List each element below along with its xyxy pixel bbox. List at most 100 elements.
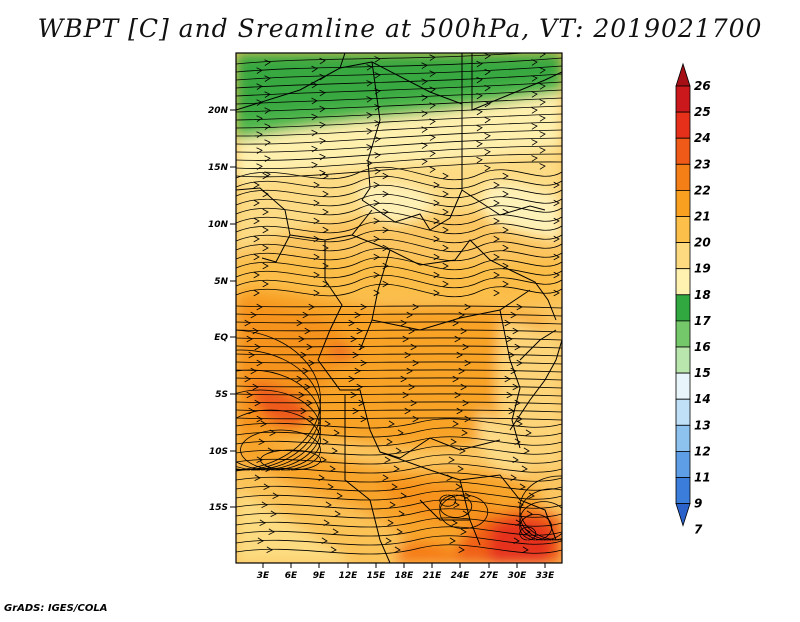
streamline-arrow (322, 262, 329, 270)
streamline-arrow (421, 62, 428, 69)
streamline-arrow (313, 289, 320, 297)
streamline-arrow (553, 199, 560, 207)
streamline-arrow (429, 102, 436, 109)
colorbar-label: 22 (694, 183, 711, 197)
streamline-arrow (563, 227, 568, 233)
streamline-arrow (464, 415, 471, 423)
streamline-arrow (563, 245, 568, 251)
streamline-arrow (460, 383, 467, 391)
colorbar-segment (675, 216, 691, 244)
lon-tick-label: 30E (508, 571, 528, 581)
streamline-arrow (476, 124, 483, 132)
streamline-arrow (262, 172, 269, 180)
streamline-arrow (531, 107, 538, 114)
streamline (236, 247, 562, 262)
streamline-arrow (261, 501, 268, 508)
streamline-arrow (354, 311, 361, 319)
streamline-arrow (331, 447, 338, 454)
streamline (236, 153, 562, 170)
country-borders (236, 53, 562, 563)
streamline-arrow (327, 483, 334, 490)
streamline-arrow (391, 483, 398, 490)
streamline-arrow (304, 383, 311, 391)
streamline-arrow (523, 447, 530, 454)
latitude-axis: 20N 15N 10N 5N EQ 5S 10S 15S (208, 106, 236, 513)
streamline-arrow (421, 94, 428, 101)
streamline-arrow (262, 280, 269, 288)
streamline-arrow (402, 335, 409, 343)
colorbar-label: 17 (694, 314, 711, 328)
streamline-arrow (322, 244, 329, 252)
streamline-arrow (563, 209, 568, 215)
streamline-arrow (400, 492, 407, 499)
streamline-arrow (539, 131, 546, 138)
streamline-arrow (395, 447, 402, 454)
streamline (236, 409, 321, 471)
colorbar: 26 25 24 23 22 21 20 19 18 17 16 15 14 13 12 11 9 7 (675, 62, 711, 537)
streamline-arrow (298, 391, 305, 399)
lon-tick-label: 18E (395, 571, 415, 581)
streamline-arrow (459, 447, 466, 454)
streamline-arrow (458, 311, 465, 319)
streamline (236, 508, 562, 519)
streamline (236, 97, 562, 113)
streamline-arrow (300, 351, 307, 359)
streamline (236, 385, 562, 389)
streamline-arrow (256, 67, 263, 74)
streamline-arrow (253, 181, 260, 189)
streamline-arrow (484, 148, 491, 156)
streamline-arrow (319, 169, 326, 177)
streamline-arrow (531, 75, 538, 82)
streamline-arrow (394, 546, 401, 553)
streamline-arrow (539, 115, 546, 122)
streamline-arrow (506, 391, 513, 399)
streamline-arrow (451, 519, 458, 526)
lat-tick-label: 15S (209, 503, 228, 513)
streamline-arrow (262, 244, 269, 252)
streamline-arrow (256, 115, 263, 122)
streamline-arrow (458, 546, 465, 553)
streamline-arrow (429, 150, 436, 157)
streamline-arrow (256, 83, 263, 90)
colorbar-top-arrow (675, 62, 691, 87)
streamline-arrow (563, 191, 568, 197)
streamline-arrow (272, 492, 279, 499)
streamline-arrow (264, 155, 271, 162)
streamline-arrow (374, 104, 381, 111)
streamline-arrow (322, 190, 329, 198)
streamline-arrow (318, 474, 325, 481)
streamline-arrow (421, 142, 428, 149)
colorbar-label: 23 (694, 157, 711, 171)
streamline-arrow (408, 383, 415, 391)
streamline-arrow (322, 208, 329, 216)
streamline-arrow (462, 399, 469, 407)
streamline-arrow (412, 415, 419, 423)
streamline-arrow (366, 112, 373, 119)
streamline-arrow (563, 281, 568, 287)
streamline-arrow (429, 134, 436, 141)
streamline-arrow (433, 289, 440, 297)
streamline-arrow (484, 116, 491, 124)
streamline (236, 454, 562, 465)
colorbar-label: 12 (694, 444, 711, 458)
streamline-arrow (333, 429, 340, 436)
streamline-arrow (493, 181, 500, 189)
streamline (236, 535, 562, 546)
colorbar-label: 11 (694, 471, 711, 485)
streamline-arrow (421, 110, 428, 117)
streamline (519, 488, 562, 541)
streamline-arrow (265, 465, 272, 472)
colorbar-label: 14 (694, 392, 711, 406)
streamline-arrow (311, 145, 318, 153)
streamline (236, 256, 562, 271)
streamline (236, 105, 562, 121)
colorbar-segment (675, 137, 691, 165)
streamline-arrow (493, 253, 500, 261)
streamline-arrow (553, 253, 560, 261)
streamline-arrow (493, 235, 500, 243)
streamline-arrow (250, 367, 257, 375)
streamline-arrow (313, 217, 320, 225)
streamline-arrow (374, 168, 381, 175)
streamline-arrow (350, 391, 357, 399)
streamline-arrow (493, 289, 500, 297)
